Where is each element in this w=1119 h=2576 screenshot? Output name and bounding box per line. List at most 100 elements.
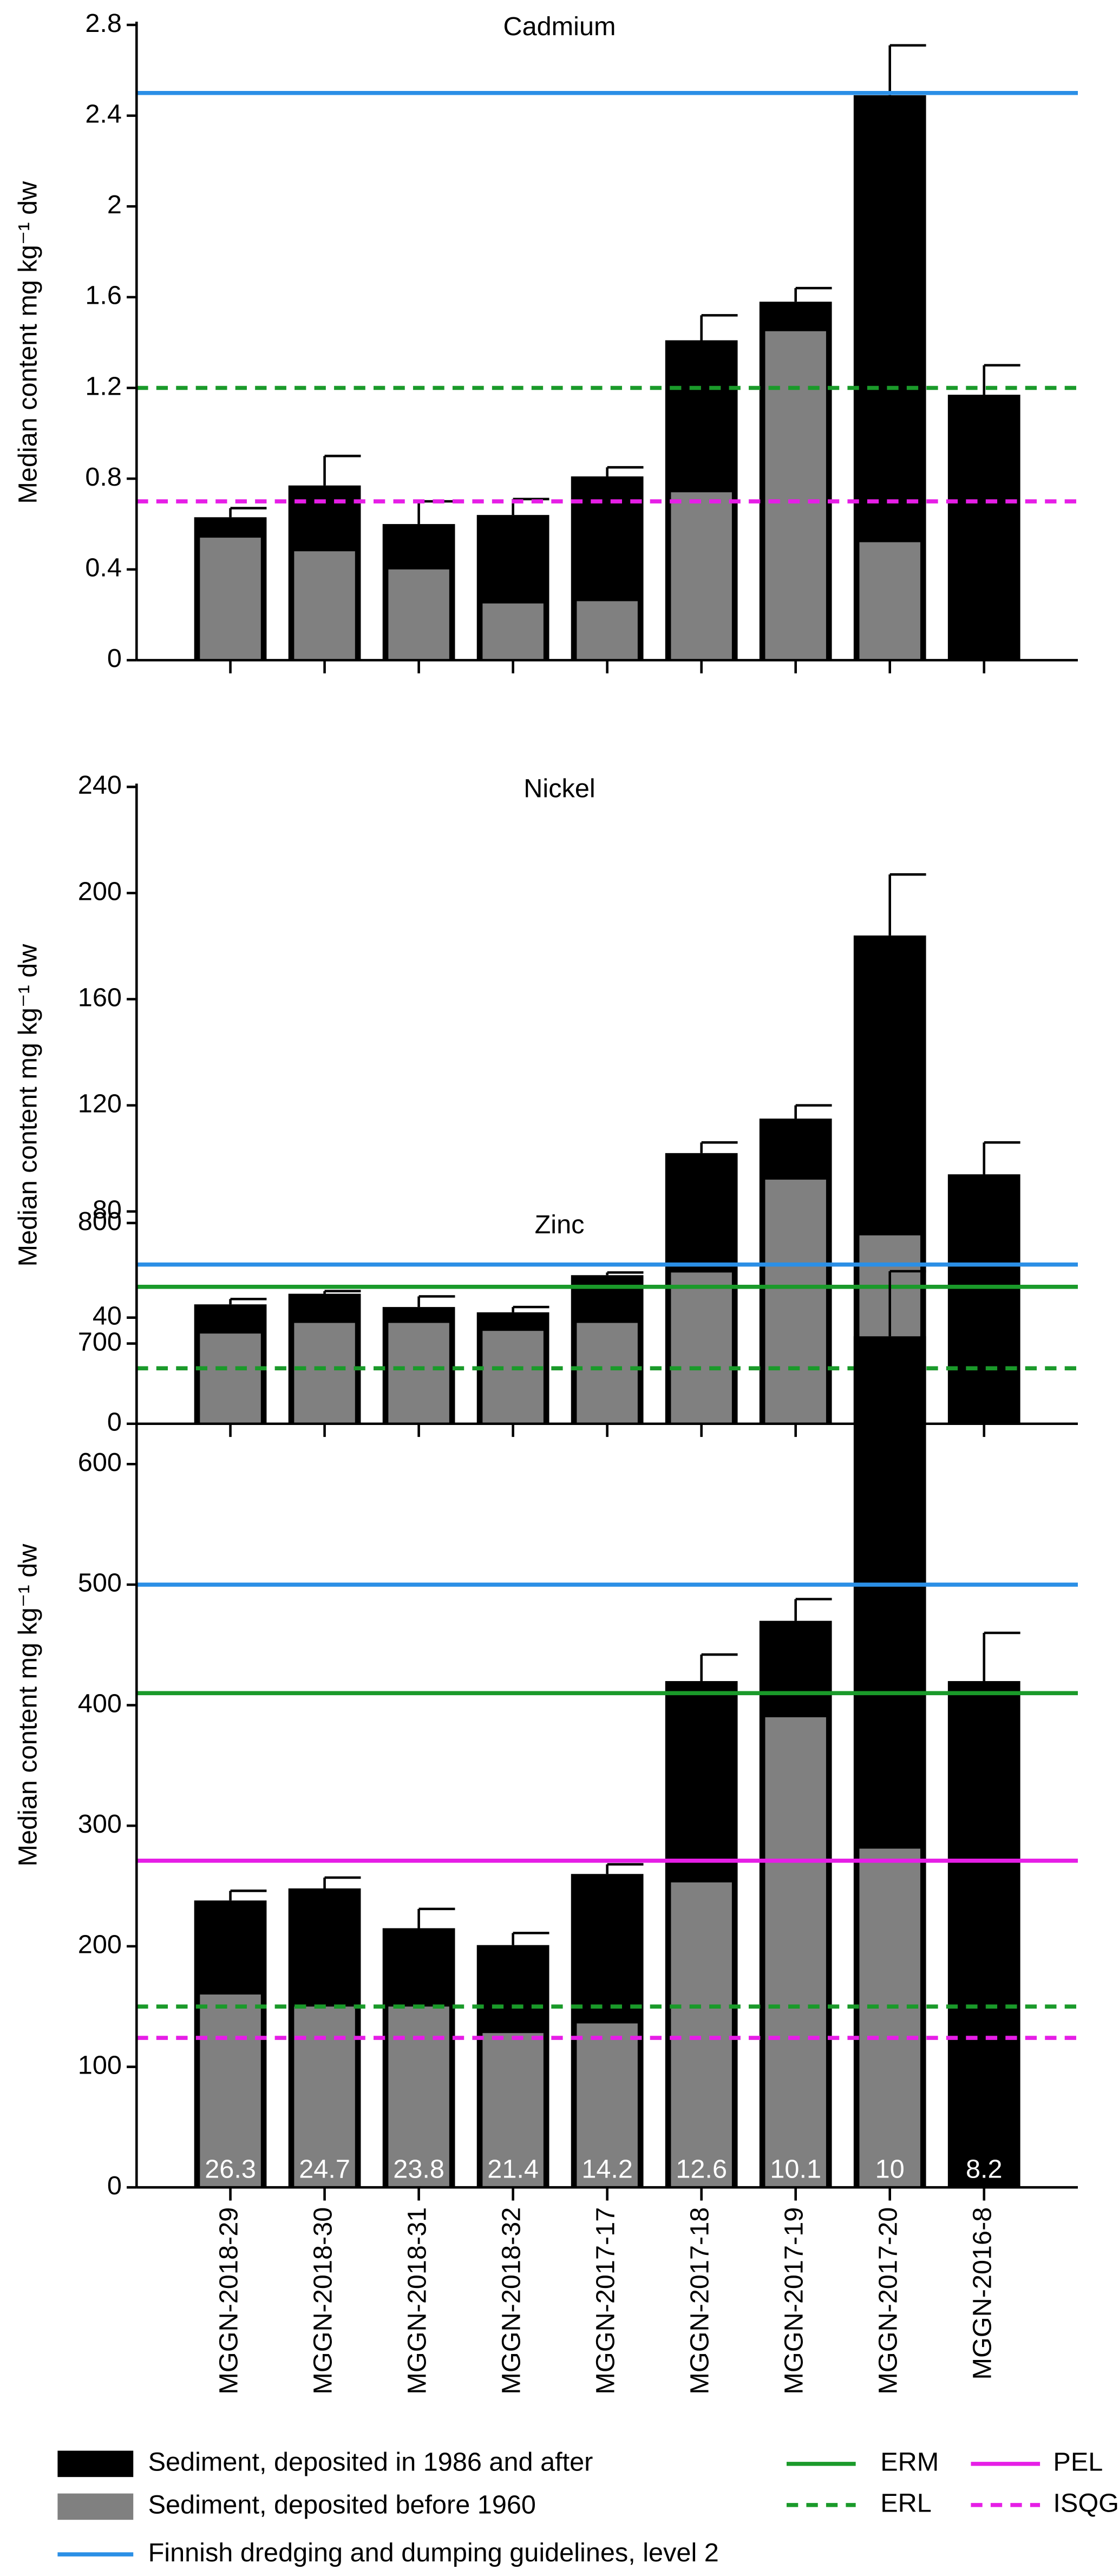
- y-tick-label: 200: [78, 877, 122, 906]
- y-tick-label: 0: [107, 2171, 122, 2200]
- error-bar: [229, 1298, 267, 1305]
- bar: [859, 542, 920, 661]
- error-bar: [323, 1290, 361, 1294]
- bar: [200, 1333, 261, 1424]
- y-axis-label: Median content mg kg⁻¹ dw: [14, 944, 43, 1267]
- error-bar: [700, 1653, 738, 1682]
- error-bar: [606, 466, 644, 476]
- legend-label: ISQG: [1053, 2489, 1119, 2518]
- legend-label: Sediment, deposited in 1986 and after: [148, 2448, 593, 2477]
- bar: [482, 1331, 544, 1424]
- y-tick-label: 800: [78, 1207, 122, 1236]
- bar: [947, 395, 1020, 661]
- error-bar: [888, 873, 926, 936]
- bar: [577, 1323, 638, 1424]
- bar-annotation: 23.8: [393, 2155, 444, 2184]
- bar: [388, 1323, 449, 1424]
- legend-label: Sediment, deposited before 1960: [148, 2490, 536, 2520]
- x-tick-label: MGGN-2018-29: [214, 2207, 243, 2395]
- chart-title: Nickel: [523, 774, 595, 803]
- y-tick-label: 600: [78, 1448, 122, 1477]
- y-tick-label: 2: [107, 190, 122, 219]
- error-bar: [229, 1889, 267, 1901]
- bar: [294, 551, 355, 661]
- chart-title: Zinc: [535, 1210, 585, 1239]
- error-bar: [700, 314, 738, 341]
- y-tick-label: 100: [78, 2050, 122, 2080]
- error-bar: [794, 1598, 832, 1621]
- error-bar: [983, 1631, 1020, 1682]
- error-bar: [512, 1305, 549, 1312]
- error-bar: [888, 44, 926, 95]
- y-tick-label: 300: [78, 1809, 122, 1839]
- bar-annotation: 14.2: [581, 2155, 633, 2184]
- x-tick-label: MGGN-2018-31: [402, 2207, 431, 2395]
- y-tick-label: 0: [107, 644, 122, 673]
- x-tick-label: MGGN-2018-32: [496, 2207, 526, 2395]
- bar: [577, 601, 638, 661]
- bar: [671, 1882, 732, 2188]
- bar-annotation: 21.4: [487, 2155, 539, 2184]
- bar: [294, 1323, 355, 1424]
- error-bar: [983, 1141, 1020, 1175]
- bar: [200, 1994, 261, 2188]
- bar: [765, 1717, 826, 2188]
- y-tick-label: 80: [93, 1195, 122, 1224]
- y-tick-label: 2.4: [85, 99, 122, 128]
- x-tick-label: MGGN-2017-20: [874, 2207, 903, 2395]
- bar-annotation: 26.3: [205, 2155, 256, 2184]
- y-tick-label: 240: [78, 770, 122, 800]
- error-bar: [794, 1104, 832, 1119]
- bar-annotation: 8.2: [966, 2155, 1003, 2184]
- error-bar: [323, 454, 361, 486]
- bar: [200, 538, 261, 661]
- error-bar: [417, 500, 455, 524]
- error-bar: [417, 1907, 455, 1928]
- chart-title: Cadmium: [503, 12, 616, 41]
- y-tick-label: 0.8: [85, 462, 122, 492]
- bar-annotation: 12.6: [676, 2155, 727, 2184]
- bar: [482, 2033, 544, 2188]
- bar: [947, 1681, 1020, 2188]
- error-bar: [794, 286, 832, 302]
- bar: [671, 1272, 732, 1424]
- error-bar: [229, 507, 267, 518]
- y-tick-label: 2.8: [85, 9, 122, 38]
- legend-label: Finnish dredging and dumping guidelines,…: [148, 2538, 719, 2567]
- error-bar: [888, 1270, 926, 1337]
- bar-annotation: 10.1: [770, 2155, 821, 2184]
- y-tick-label: 1.6: [85, 281, 122, 310]
- legend-label: ERM: [880, 2448, 939, 2477]
- error-bar: [606, 1863, 644, 1874]
- y-tick-label: 500: [78, 1568, 122, 1598]
- bar: [671, 492, 732, 661]
- bar-annotation: 10: [875, 2155, 905, 2184]
- bar: [765, 1179, 826, 1424]
- x-tick-label: MGGN-2016-8: [968, 2207, 997, 2380]
- error-bar: [983, 364, 1020, 395]
- y-tick-label: 200: [78, 1930, 122, 1959]
- error-bar: [512, 1932, 549, 1945]
- y-axis-label: Median content mg kg⁻¹ dw: [14, 1544, 43, 1867]
- legend-label: ERL: [880, 2489, 932, 2518]
- y-tick-label: 0: [107, 1408, 122, 1437]
- error-bar: [323, 1876, 361, 1889]
- legend-swatch: [57, 2493, 134, 2520]
- bar-annotation: 24.7: [299, 2155, 350, 2184]
- error-bar: [606, 1271, 644, 1276]
- legend-label: PEL: [1053, 2448, 1103, 2477]
- error-bar: [700, 1141, 738, 1153]
- y-axis-label: Median content mg kg⁻¹ dw: [14, 181, 43, 504]
- legend-swatch: [57, 2450, 134, 2477]
- y-tick-label: 0.4: [85, 553, 122, 583]
- bar: [947, 1174, 1020, 1424]
- y-tick-label: 700: [78, 1327, 122, 1356]
- error-bar: [417, 1295, 455, 1307]
- y-tick-label: 1.2: [85, 371, 122, 401]
- y-tick-label: 160: [78, 983, 122, 1012]
- y-tick-label: 120: [78, 1089, 122, 1118]
- y-tick-label: 40: [93, 1302, 122, 1331]
- bar: [482, 603, 544, 661]
